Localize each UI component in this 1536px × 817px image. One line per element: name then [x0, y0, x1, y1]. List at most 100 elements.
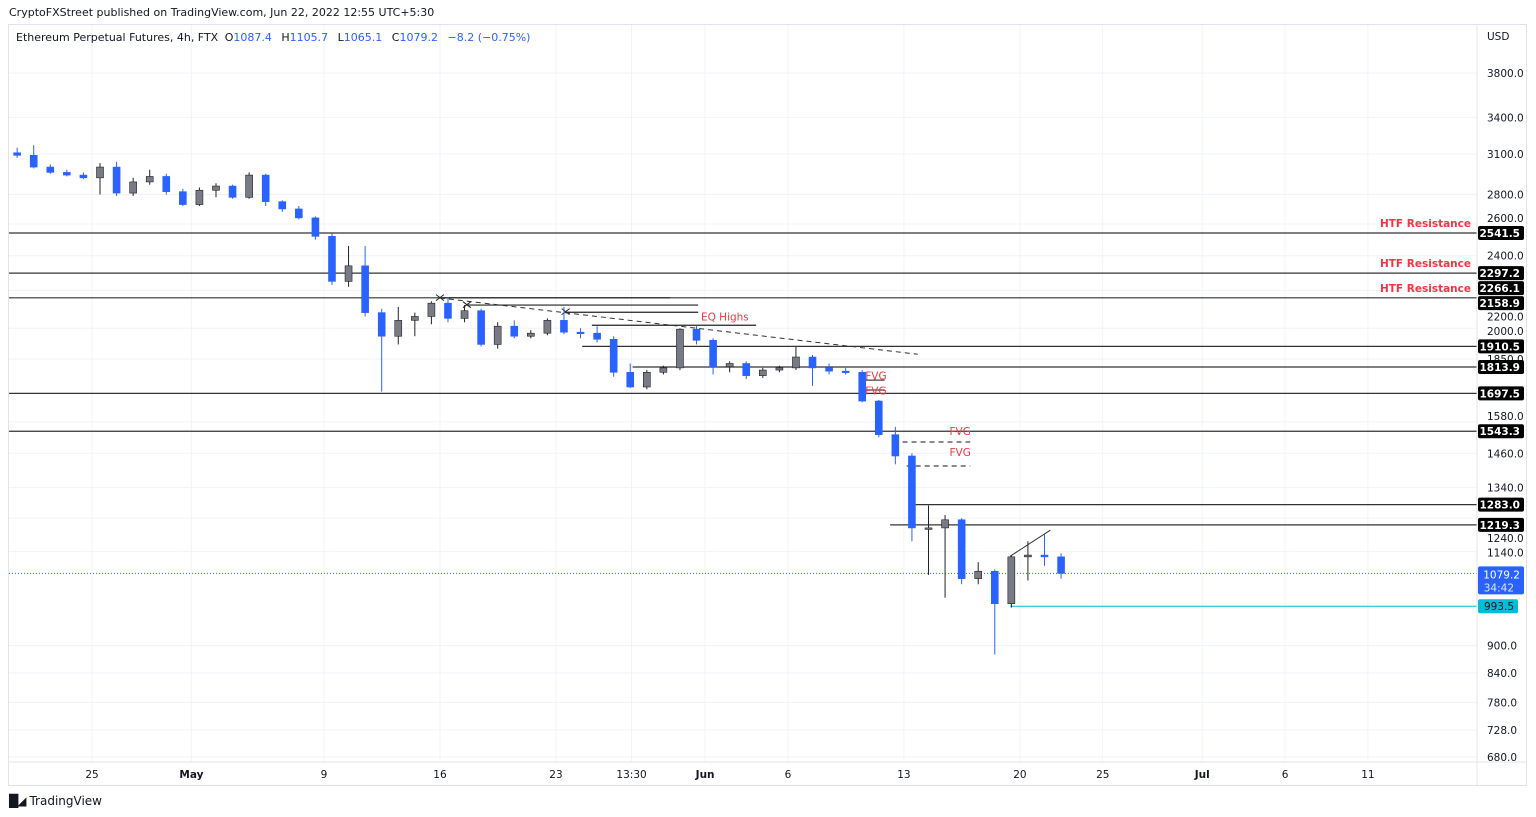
candle-body [245, 174, 253, 198]
annotation-label: FVG [949, 447, 970, 459]
price-tick-label: 900.0 [1487, 641, 1517, 653]
trendline [1009, 529, 1051, 557]
level-price-tag: 2158.9 [1479, 298, 1520, 310]
candle-body [990, 570, 999, 604]
candle-body [609, 338, 618, 373]
support-price-tag: 993.5 [1484, 601, 1514, 613]
price-tick-label: 1140.0 [1487, 548, 1524, 560]
trendline [439, 297, 918, 355]
time-tick-label: 13 [897, 769, 910, 781]
level-price-tag: 1813.9 [1479, 362, 1520, 374]
low-value: 1065.1 [343, 31, 383, 44]
eq-high-x-marker [435, 294, 445, 302]
tradingview-logo-icon[interactable]: █◢ [9, 794, 26, 808]
open-value: 1087.4 [233, 31, 272, 44]
candle-body [79, 174, 88, 179]
candle-body [643, 371, 651, 388]
candle-body [1040, 554, 1049, 558]
price-tick-label: 680.0 [1487, 752, 1517, 764]
level-price-tag-bg [1478, 386, 1524, 401]
price-tick-label: 2200.0 [1487, 311, 1524, 323]
bar-countdown: 34:42 [1484, 582, 1514, 594]
level-price-tag: 1910.5 [1479, 341, 1520, 353]
candle-body [974, 570, 983, 579]
candle-body [13, 152, 21, 156]
symbol-name[interactable]: Ethereum Perpetual Futures, 4h, FTX [16, 31, 219, 44]
close-label: C [391, 31, 400, 44]
candle-body [825, 367, 833, 372]
candle-body [576, 331, 585, 334]
price-tick-label: 1340.0 [1487, 482, 1524, 494]
price-tick-label: 780.0 [1487, 697, 1517, 709]
price-tick-label: 3400.0 [1487, 112, 1524, 124]
candle-body [560, 320, 568, 333]
candle-body [261, 174, 270, 202]
annotation-label: EQ Highs [701, 311, 749, 323]
time-tick-label: Jul [1194, 769, 1210, 781]
candle-body [29, 155, 38, 168]
candle-body [493, 325, 502, 345]
price-tick-label: 3100.0 [1487, 149, 1524, 161]
candle-body [162, 176, 171, 192]
candle-body [195, 189, 204, 205]
price-tick-label: 2400.0 [1487, 251, 1524, 263]
time-tick-label: Jun [695, 769, 715, 781]
candle-body [659, 367, 668, 373]
candle-body [808, 356, 817, 369]
price-tick-label: 1460.0 [1487, 448, 1524, 460]
candle-body [460, 310, 469, 319]
candle-body [874, 400, 883, 435]
footer: █◢ TradingView [9, 794, 102, 808]
price-tick-label: 3800.0 [1487, 68, 1524, 80]
time-tick-label: 6 [785, 769, 792, 781]
candle-body [792, 356, 800, 369]
level-price-tag: 1697.5 [1479, 388, 1520, 400]
price-tick-label: 1580.0 [1487, 411, 1524, 423]
level-price-tag: 2541.5 [1479, 228, 1520, 240]
candle-body [775, 367, 784, 371]
candle-body [626, 371, 635, 388]
candle-body [510, 325, 519, 337]
high-label: H [281, 31, 290, 44]
candle-body [1024, 554, 1032, 558]
candle-body [228, 185, 237, 198]
candle-body [1007, 556, 1016, 604]
last-price-tag: 1079.2 [1483, 569, 1520, 581]
publisher-info: CryptoFXStreet published on TradingView.… [9, 6, 435, 19]
time-tick-label: 23 [549, 769, 562, 781]
chart-frame [8, 24, 1527, 786]
time-tick-label: 16 [433, 769, 447, 781]
candle-body [891, 434, 900, 457]
time-tick-label: 9 [321, 769, 328, 781]
eq-high-x-marker [561, 308, 570, 316]
candle-body [709, 340, 717, 368]
candle-body [941, 519, 949, 529]
candle-body [593, 332, 601, 340]
candle-body [96, 166, 104, 179]
level-price-tag-bg [1478, 517, 1524, 532]
brand-name[interactable]: TradingView [29, 794, 102, 808]
candle-body [179, 191, 187, 205]
candle-body [411, 316, 419, 321]
candle-body [129, 181, 137, 194]
annotation-label: FVG [865, 371, 886, 383]
htf-resistance-label: HTF Resistance [1380, 258, 1471, 270]
candle-body [394, 320, 403, 337]
price-tick-label: 2600.0 [1487, 213, 1524, 225]
level-price-tag-bg [1478, 339, 1524, 354]
candle-body [543, 320, 552, 334]
high-value: 1105.7 [289, 31, 329, 44]
change-value: −8.2 (−0.75%) [447, 31, 531, 44]
candle-body [725, 363, 734, 368]
candle-body [527, 332, 535, 337]
candle-body [295, 208, 303, 219]
level-price-tag: 1283.0 [1479, 500, 1520, 512]
level-price-tag-bg [1478, 497, 1524, 512]
level-price-tag-bg [1478, 266, 1524, 281]
level-price-tag: 2266.1 [1479, 283, 1520, 295]
candle-body [112, 166, 121, 194]
candle-body [908, 455, 916, 529]
candle-body [278, 201, 287, 210]
open-label: O [224, 31, 234, 44]
